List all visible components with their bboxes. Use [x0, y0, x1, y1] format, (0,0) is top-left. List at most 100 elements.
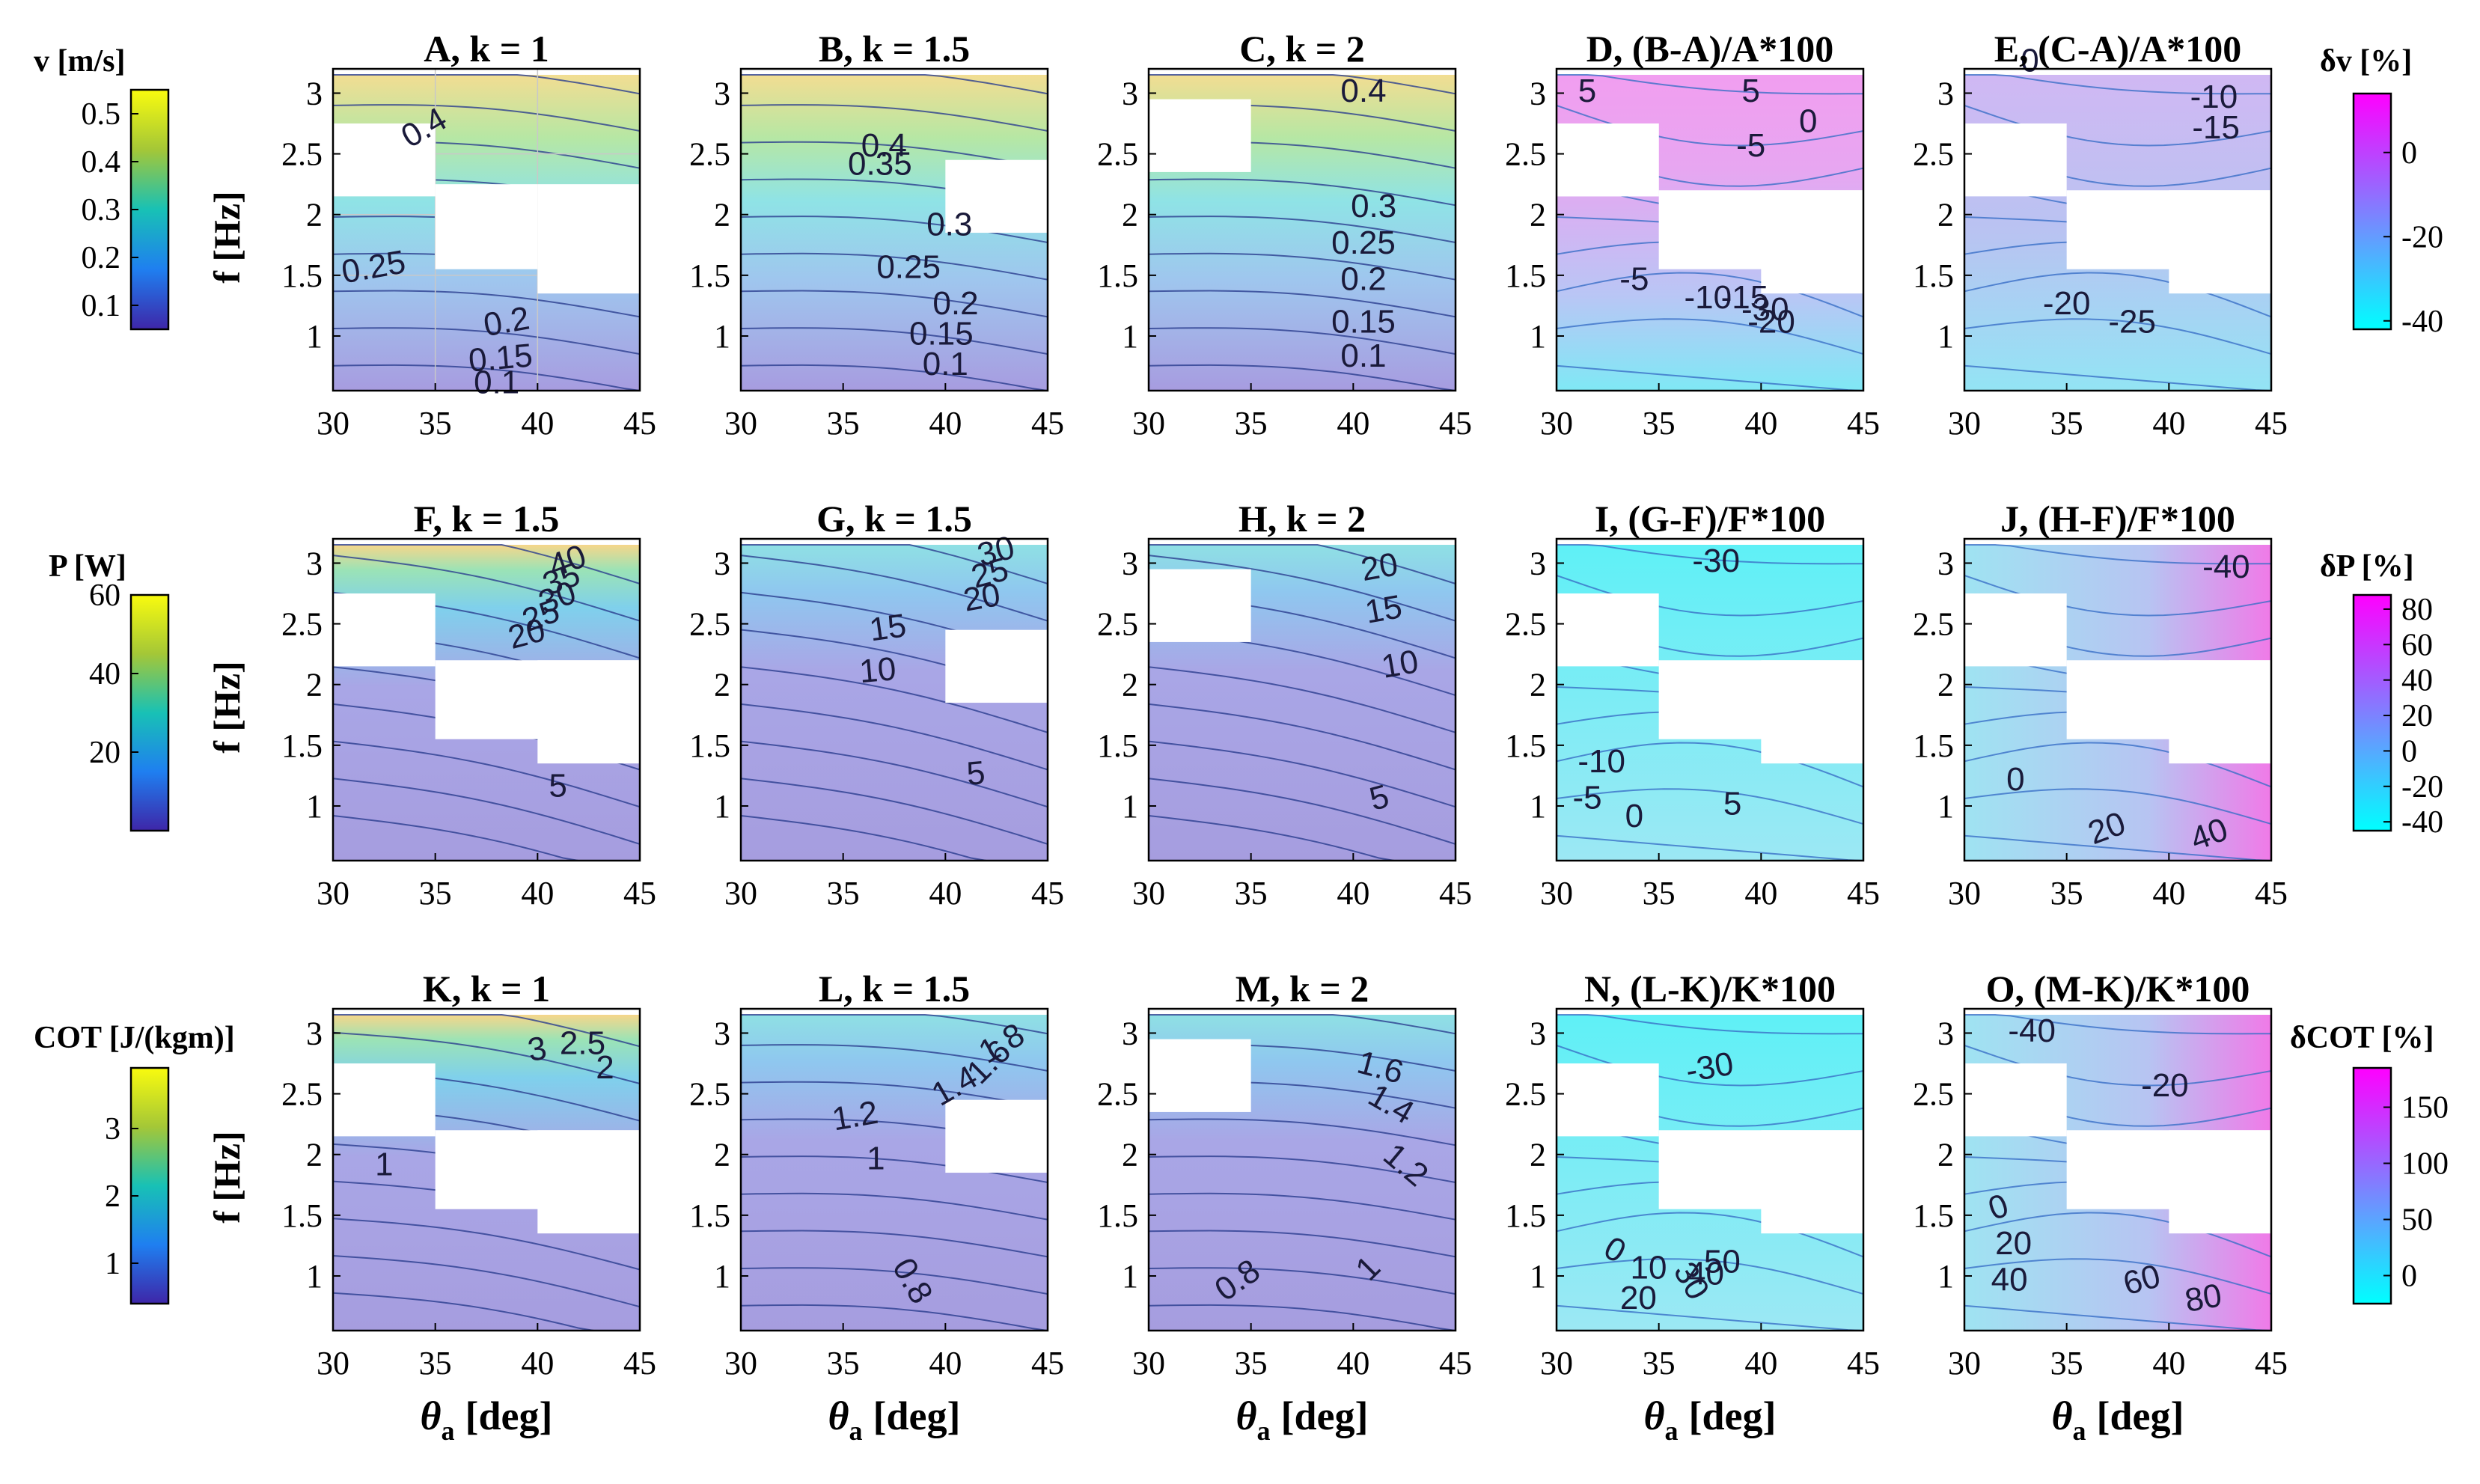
- y-tick-label: 2: [714, 1137, 730, 1173]
- x-axis-label: θa [deg]: [2052, 1393, 2184, 1446]
- contour-label: -5: [1736, 127, 1765, 164]
- contour-line: [333, 544, 641, 584]
- panel-title: K, k = 1: [423, 968, 550, 1010]
- y-tick-label: 1.5: [689, 257, 730, 294]
- contour-line: [740, 290, 1048, 318]
- panel-title: B, k = 1.5: [819, 28, 970, 70]
- panel-title: D, (B-A)/A*100: [1586, 28, 1834, 70]
- contour-label: -40: [2008, 1013, 2056, 1049]
- contour-label: -40: [2202, 549, 2250, 585]
- contour-labels: -30 -10-5 0 5: [1572, 543, 1741, 834]
- x-tick-label: 45: [1031, 405, 1064, 442]
- y-tick-label: 2: [1937, 1137, 1954, 1173]
- contour-line: [332, 104, 641, 132]
- missing-data-mask: [2169, 660, 2271, 764]
- x-tick-label: 40: [929, 405, 962, 442]
- contour-label: -30: [1683, 1045, 1736, 1090]
- delta-colorbar-tick-label: -40: [2401, 305, 2443, 339]
- y-tick-label: 3: [714, 75, 730, 112]
- axes-frame: [1555, 1007, 1865, 1332]
- x-tick-label: 35: [1643, 875, 1676, 912]
- panel-title: J, (H-F)/F*100: [2000, 498, 2235, 540]
- contour-label: 0: [2006, 761, 2024, 798]
- contour-label: 0.35: [848, 145, 912, 182]
- delta-colorbar-tick-label: -20: [2401, 220, 2443, 254]
- missing-data-masks: [1557, 1063, 1863, 1234]
- delta-colorbar-gradient: [2352, 593, 2392, 832]
- missing-data-masks: [945, 159, 1048, 233]
- panel-b: 0.40.35 0.3 0.250.20.150.1 B, k = 1.5 30 35 40…: [689, 28, 1064, 442]
- x-label-unit: [deg]: [1281, 1393, 1369, 1438]
- x-label-subscript: a: [1665, 1416, 1679, 1446]
- panel-title: C, k = 2: [1239, 28, 1364, 70]
- contour-label: -10: [1684, 279, 1732, 316]
- contour-label: -10: [1578, 743, 1625, 780]
- contour-line: [740, 703, 1048, 771]
- colorbar-tick-label: 0.3: [82, 193, 121, 228]
- contour-label: 20: [961, 576, 1004, 619]
- contour-line: [740, 1267, 1048, 1295]
- delta-colorbar-velocity: δv [%] 0 -20 -40: [2320, 44, 2443, 339]
- colorbar-tick-label: 2: [105, 1179, 120, 1214]
- x-tick-label: 40: [2152, 405, 2185, 442]
- axes-frame: [1147, 67, 1457, 392]
- missing-data-masks: [945, 629, 1048, 703]
- x-tick-label: 40: [521, 405, 554, 442]
- y-tick-label: 2: [1122, 197, 1138, 233]
- y-tick-label: 2.5: [1097, 606, 1138, 643]
- colorbar-cot: COT [J/(kgm)] 1 2 3: [34, 1021, 235, 1305]
- missing-data-masks: [945, 1099, 1048, 1173]
- y-tick-label: 1: [714, 1258, 730, 1295]
- y-tick-label: 1.5: [1505, 257, 1546, 294]
- x-tick-label: 35: [419, 1345, 452, 1381]
- x-tick-label: 40: [929, 875, 962, 912]
- x-tick-label: 30: [317, 405, 349, 442]
- x-tick-label: 45: [623, 405, 656, 442]
- colorbar-tick-label: 0.2: [82, 241, 121, 275]
- contour-line: [1556, 272, 1864, 318]
- missing-data-mask: [1557, 593, 1659, 667]
- contour-line: [333, 1014, 641, 1048]
- contour-labels: 3 2.521: [375, 1025, 614, 1182]
- y-tick-label: 2: [1530, 667, 1546, 703]
- contour-label: 30: [974, 529, 1018, 574]
- contour-line: [1556, 1258, 1864, 1295]
- delta-colorbar-tick-label: 20: [2401, 699, 2433, 733]
- contour-line: [740, 1044, 1048, 1072]
- x-tick-label: 35: [2050, 1345, 2083, 1381]
- contour-labels: 0.40.35 0.3 0.250.20.150.1: [848, 127, 979, 382]
- y-tick-label: 2: [306, 667, 323, 703]
- y-tick-label: 3: [1122, 1015, 1138, 1051]
- delta-colorbar-tick-label: -40: [2401, 805, 2443, 840]
- delta-colorbar-tick-label: 0: [2401, 1259, 2417, 1294]
- y-tick-label: 3: [1937, 1015, 1954, 1051]
- y-tick-label: 1: [1530, 318, 1546, 355]
- panel-a: 0.40.250.20.150.1A, k = 130 35 40 4511.522.…: [281, 28, 656, 442]
- y-tick-label: 2: [306, 1137, 323, 1173]
- contour-line: [332, 1255, 641, 1308]
- contour-line: [332, 555, 641, 622]
- contour-label: 0.3: [1351, 188, 1396, 225]
- missing-data-mask: [2169, 190, 2271, 294]
- panel-title: F, k = 1.5: [414, 498, 560, 540]
- y-tick-label: 1: [306, 788, 323, 825]
- contour-label: 1: [867, 1140, 885, 1176]
- contour-label: -15: [2192, 109, 2240, 146]
- contour-line: [1148, 703, 1456, 771]
- x-tick-label: 35: [1643, 1345, 1676, 1381]
- contour-label: 5: [549, 767, 566, 804]
- contour-line: [1149, 544, 1456, 584]
- contour-labels: 0.4 0.30.250.2 0.150.1: [1331, 73, 1396, 374]
- missing-data-masks: [1964, 1063, 2271, 1234]
- contour-label: 40: [1688, 1256, 1724, 1292]
- y-tick-label: 3: [1530, 1015, 1546, 1051]
- y-tick-label: 3: [714, 545, 730, 581]
- y-tick-label: 2.5: [1913, 1076, 1954, 1113]
- y-tick-label: 2.5: [689, 136, 730, 173]
- x-label-symbol: θ: [2052, 1393, 2073, 1438]
- panel-c: 0.4 0.30.250.2 0.150.1 C, k = 2 30 35 40 45 1 1.5…: [1097, 28, 1472, 442]
- contour-label: -30: [1692, 543, 1740, 579]
- contour-lines: [1964, 1014, 2272, 1331]
- missing-data-mask: [537, 660, 640, 764]
- delta-colorbar-tick-label: 60: [2401, 628, 2433, 662]
